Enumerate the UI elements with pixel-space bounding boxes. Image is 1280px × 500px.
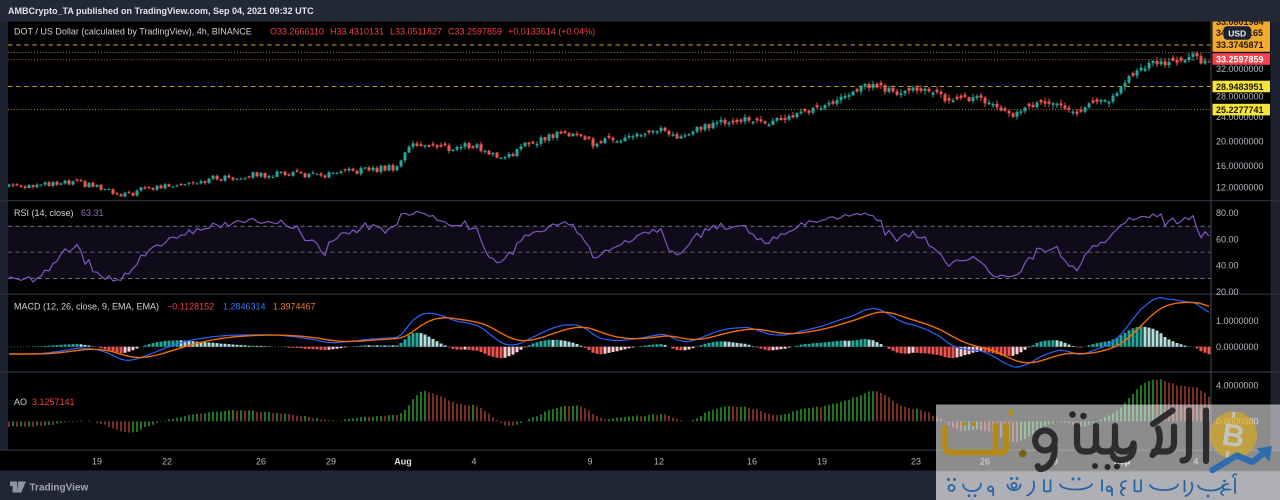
svg-text:20.0000000: 20.0000000 — [1216, 136, 1264, 146]
svg-text:22: 22 — [162, 456, 172, 466]
svg-text:24.0000000: 24.0000000 — [1216, 112, 1264, 122]
svg-text:O33.2666110: O33.2666110 — [270, 27, 324, 37]
svg-text:4.0000000: 4.0000000 — [1216, 381, 1259, 391]
svg-text:40.00: 40.00 — [1216, 261, 1239, 271]
svg-text:12: 12 — [654, 456, 664, 466]
svg-text:12.0000000: 12.0000000 — [1216, 183, 1264, 193]
svg-text:+0.0133614 (+0.04%): +0.0133614 (+0.04%) — [508, 27, 595, 37]
svg-text:29: 29 — [326, 456, 336, 466]
svg-text:33.0801964: 33.0801964 — [1216, 17, 1264, 27]
svg-text:B: B — [1220, 416, 1248, 454]
svg-text:16.0000000: 16.0000000 — [1216, 161, 1264, 171]
svg-text:26: 26 — [256, 456, 266, 466]
svg-text:23: 23 — [911, 456, 921, 466]
svg-text:DOT / US Dollar (calculated by: DOT / US Dollar (calculated by TradingVi… — [14, 27, 252, 37]
svg-text:L33.0511827: L33.0511827 — [390, 27, 442, 37]
svg-text:MACD (12, 26, close, 9, EMA, E: MACD (12, 26, close, 9, EMA, EMA) — [14, 302, 159, 312]
svg-text:H33.4310131: H33.4310131 — [330, 27, 384, 37]
svg-text:19: 19 — [817, 456, 827, 466]
svg-text:20.00: 20.00 — [1216, 287, 1239, 297]
svg-text:25.2277741: 25.2277741 — [1216, 105, 1264, 115]
svg-text:1.3974467: 1.3974467 — [273, 302, 316, 312]
svg-text:AO: AO — [14, 397, 27, 407]
svg-text:33.3745871: 33.3745871 — [1216, 40, 1264, 50]
svg-text:28.9483951: 28.9483951 — [1216, 82, 1264, 92]
svg-text:C33.2597859: C33.2597859 — [448, 27, 502, 37]
svg-text:80.00: 80.00 — [1216, 208, 1239, 218]
svg-text:USD: USD — [1228, 28, 1246, 38]
svg-text:TradingView: TradingView — [30, 483, 89, 494]
svg-text:60.00: 60.00 — [1216, 234, 1239, 244]
svg-text:63.31: 63.31 — [81, 208, 104, 218]
svg-text:Aug: Aug — [394, 456, 412, 466]
svg-text:4: 4 — [471, 456, 476, 466]
svg-text:0.0000000: 0.0000000 — [1216, 342, 1259, 352]
svg-text:28.0000000: 28.0000000 — [1216, 91, 1264, 101]
svg-text:RSI (14, close): RSI (14, close) — [14, 208, 74, 218]
svg-text:9: 9 — [587, 456, 592, 466]
svg-text:1.0000000: 1.0000000 — [1216, 316, 1259, 326]
svg-text:AMBCrypto_TA published on Trad: AMBCrypto_TA published on TradingView.co… — [8, 6, 314, 16]
svg-text:32.0000000: 32.0000000 — [1216, 64, 1264, 74]
svg-text:16: 16 — [747, 456, 757, 466]
svg-text:−0.1128152: −0.1128152 — [167, 302, 214, 312]
svg-text:33.2597859: 33.2597859 — [1216, 54, 1264, 64]
svg-text:19: 19 — [92, 456, 102, 466]
svg-text:1.2846314: 1.2846314 — [223, 302, 266, 312]
svg-text:3.1257141: 3.1257141 — [32, 397, 75, 407]
